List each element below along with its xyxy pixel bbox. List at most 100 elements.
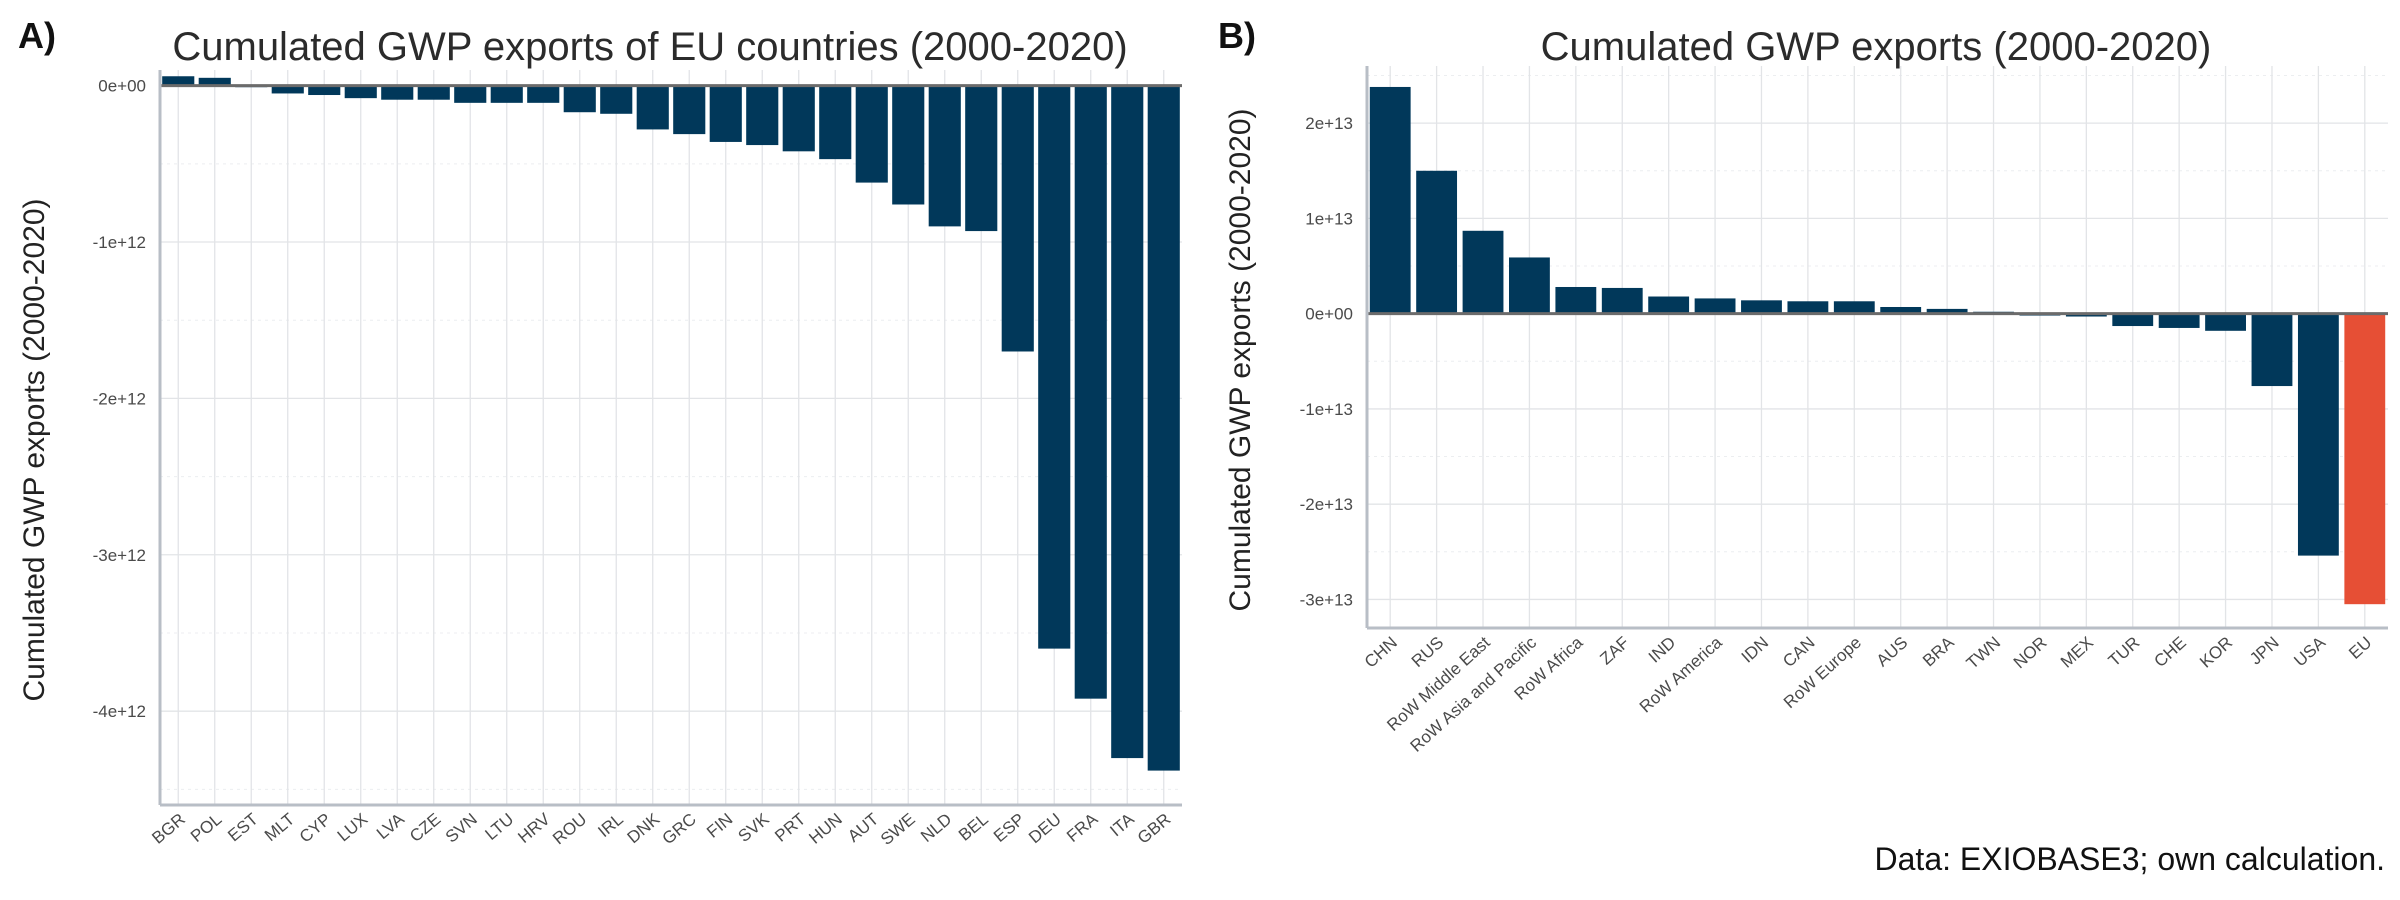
panel-a-bar-swe — [892, 85, 925, 205]
panel-b-x-tick-label: USA — [2290, 632, 2329, 670]
panel-a-x-tick-label: MLT — [261, 810, 298, 846]
panel-a-x-tick-label: DNK — [624, 809, 664, 847]
panel-a-bar-prt — [782, 85, 815, 152]
panel-b-y-tick-label: 2e+13 — [1305, 114, 1353, 133]
panel-a-y-tick-label: -4e+12 — [93, 702, 146, 721]
panel-a-bar-bgr — [162, 76, 195, 86]
panel-a-x-tick-label: HRV — [514, 809, 554, 847]
panel-b: B) Cumulated GWP exports (2000-2020) Cum… — [1218, 15, 2388, 756]
panel-a-x-tick-label: FRA — [1063, 809, 1102, 846]
panel-a-bar-hrv — [527, 85, 560, 103]
panel-b-bar-row-europe — [1833, 301, 1875, 314]
panel-b-x-tick-label: KOR — [2196, 633, 2236, 672]
panel-b-letter: B) — [1218, 15, 1256, 56]
panel-a-y-axis-title: Cumulated GWP exports (2000-2020) — [18, 198, 51, 701]
panel-b-x-tick-label: CHE — [2150, 633, 2189, 671]
panel-a-y-tick-label: 0e+00 — [98, 77, 146, 96]
panel-b-bar-zaf — [1601, 287, 1643, 314]
panel-b-plot-area: 2e+13 1e+13 0e+00 -1e+13 -2e+13 -3e+13 CHN RUS R… — [1300, 66, 2388, 756]
panel-b-x-tick-label: TUR — [2105, 633, 2144, 671]
panel-b-x-tick-label: JPN — [2246, 633, 2283, 669]
panel-a-bar-aut — [855, 85, 888, 183]
panel-a-x-tick-label: FIN — [703, 810, 736, 842]
panel-a-x-tick-label: LUX — [334, 810, 372, 846]
panel-b-y-axis-title: Cumulated GWP exports (2000-2020) — [1224, 108, 1257, 611]
panel-b-bar-can — [1787, 301, 1829, 314]
panel-b-title: Cumulated GWP exports (2000-2020) — [1541, 25, 2212, 69]
panel-a-bar-nld — [928, 85, 961, 227]
panel-a-x-tick-label: EST — [224, 810, 262, 846]
panel-b-bar-bra — [1926, 308, 1968, 314]
panel-b-y-tick-label: -2e+13 — [1300, 495, 1353, 514]
panel-a-bar-mlt — [271, 85, 304, 94]
panel-a-bar-lva — [381, 85, 414, 100]
panel-b-x-tick-label: IDN — [1738, 633, 1772, 667]
panel-a-x-tick-label: AUT — [844, 810, 882, 846]
panel-b-bar-kor — [2205, 313, 2246, 331]
panel-a-bar-fra — [1074, 85, 1107, 699]
data-source-caption: Data: EXIOBASE3; own calculation. — [1875, 841, 2385, 877]
panel-a-bar-deu — [1038, 85, 1071, 649]
panel-b-bar-idn — [1741, 300, 1782, 314]
panel-b-y-tick-label: 0e+00 — [1305, 305, 1353, 324]
panel-a-x-tick-label: PRT — [771, 810, 809, 846]
panel-a-x-tick-label: HUN — [805, 810, 845, 848]
panel-a-letter: A) — [18, 15, 56, 56]
panel-b-x-tick-label: MEX — [2057, 633, 2097, 672]
panel-a-x-tick-label: IRL — [594, 810, 626, 842]
panel-a-bar-rou — [563, 85, 596, 113]
panel-a-x-tick-label: SWE — [877, 810, 919, 849]
panel-b-bar-jpn — [2251, 313, 2293, 387]
panel-b-x-tick-label: ZAF — [1596, 633, 1633, 669]
panel-b-y-tick-label: 1e+13 — [1305, 209, 1353, 228]
panel-b-x-tick-label: EU — [2345, 633, 2375, 663]
panel-b-bar-aus — [1880, 306, 1922, 314]
panel-b-y-tick-label: -1e+13 — [1300, 400, 1353, 419]
panel-b-bar-chn — [1369, 86, 1411, 314]
panel-a-bar-esp — [1001, 85, 1034, 352]
panel-b-bar-ind — [1648, 296, 1690, 314]
panel-a-bar-grc — [673, 85, 706, 135]
panel-a-x-tick-label: LTU — [481, 810, 517, 844]
panel-a-bar-lux — [344, 85, 377, 99]
panel-a-bar-ltu — [490, 85, 523, 103]
panel-a-x-tick-label: CYP — [296, 810, 335, 847]
panel-b-bar-eu — [2344, 313, 2386, 605]
panel-b-bar-che — [2158, 313, 2200, 328]
panel-b-bar-usa — [2297, 313, 2339, 556]
panel-b-x-tick-label: CHN — [1361, 633, 1401, 672]
panel-b-bar-row-america — [1694, 298, 1736, 314]
panel-a-y-tick-label: -2e+12 — [93, 389, 146, 408]
panel-a-x-tick-label: SVK — [735, 809, 774, 846]
panel-a-bar-irl — [600, 85, 633, 114]
panel-a-bar-bel — [965, 85, 998, 232]
panel-a-bar-ita — [1111, 85, 1144, 759]
panel-a-x-tick-label: POL — [187, 810, 225, 846]
panel-b-bar-rus — [1416, 170, 1458, 314]
panel-b-x-tick-label: RoW America — [1636, 632, 1726, 716]
panel-a-bar-fin — [709, 85, 742, 142]
panel-a-bar-cyp — [308, 85, 341, 96]
panel-b-x-tick-label: NOR — [2010, 633, 2051, 672]
panel-a-bar-cze — [417, 85, 450, 100]
panel-b-y-tick-label: -3e+13 — [1300, 590, 1353, 609]
panel-a-x-tick-label: BEL — [955, 810, 992, 845]
panel-a-bar-gbr — [1147, 85, 1180, 771]
panel-a: A) Cumulated GWP exports of EU countries… — [18, 15, 1182, 849]
panel-a-x-tick-label: CZE — [406, 810, 444, 846]
panel-b-x-tick-label: AUS — [1873, 633, 1912, 671]
panel-b-x-tick-label: BRA — [1919, 632, 1958, 670]
panel-b-bar-row-asia-and-pacific — [1509, 257, 1550, 314]
panel-b-x-tick-label: IND — [1645, 633, 1679, 667]
panel-a-x-tick-label: GBR — [1134, 810, 1174, 848]
panel-b-x-tick-label: TWN — [1963, 633, 2004, 673]
panel-a-y-tick-label: -1e+12 — [93, 233, 146, 252]
panel-b-bar-row-africa — [1555, 286, 1597, 314]
panel-a-title: Cumulated GWP exports of EU countries (2… — [172, 25, 1127, 69]
panel-a-x-tick-label: ESP — [990, 810, 1028, 846]
panel-b-x-tick-label: RUS — [1408, 633, 1447, 671]
panel-a-bar-svk — [746, 85, 779, 146]
panel-b-bar-row-middle-east — [1462, 230, 1504, 314]
